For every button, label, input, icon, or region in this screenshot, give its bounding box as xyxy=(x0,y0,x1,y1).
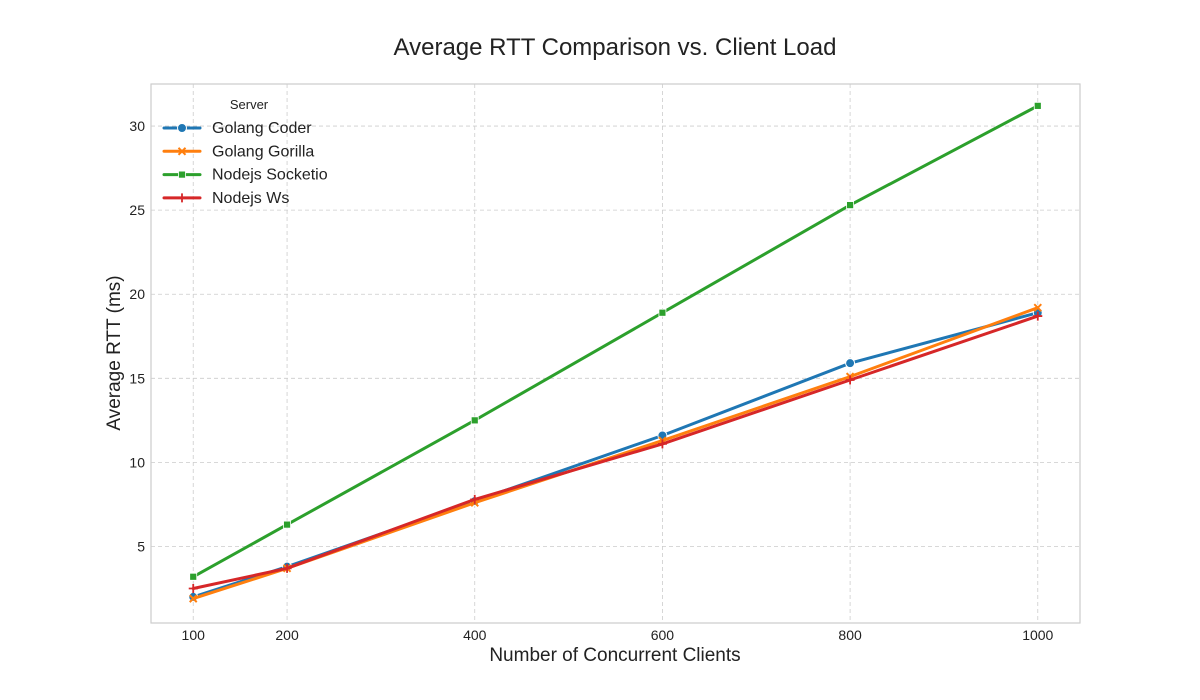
y-axis-ticks: 5 10 15 20 25 30 xyxy=(129,118,145,554)
legend-marker-golang-gorilla xyxy=(177,147,187,156)
data-point-nodejs-socketio xyxy=(1033,101,1042,110)
data-point-nodejs-ws xyxy=(657,439,667,449)
legend-label-golang-coder: Golang Coder xyxy=(212,120,312,137)
data-point-nodejs-socketio xyxy=(283,520,291,529)
legend-item-nodejs-socketio: Nodejs Socketio xyxy=(162,167,328,184)
legend-marker-nodejs-socketio xyxy=(178,170,186,179)
legend-item-nodejs-ws: Nodejs Ws xyxy=(162,190,289,207)
series-line-nodejs-socketio xyxy=(191,104,1040,579)
y-axis-label: Average RTT (ms) xyxy=(104,275,125,430)
data-point-nodejs-socketio xyxy=(846,201,854,209)
series-nodejs-ws xyxy=(188,311,1043,594)
data-point-nodejs-ws xyxy=(282,563,292,573)
x-tick-label: 400 xyxy=(463,627,487,643)
legend-marker-nodejs-ws xyxy=(177,193,187,203)
data-point-nodejs-ws xyxy=(1033,311,1043,321)
legend-title: Server xyxy=(230,97,269,112)
legend-marker-golang-coder xyxy=(177,123,187,133)
x-tick-label: 600 xyxy=(651,627,675,643)
chart-title: Average RTT Comparison vs. Client Load xyxy=(394,34,837,61)
legend-label-golang-gorilla: Golang Gorilla xyxy=(212,143,314,160)
x-tick-label: 800 xyxy=(838,627,862,643)
data-point-golang-gorilla xyxy=(189,594,198,603)
data-point-golang-gorilla xyxy=(1033,303,1042,312)
x-tick-label: 200 xyxy=(275,627,299,643)
x-tick-label: 1000 xyxy=(1022,627,1053,643)
data-point-nodejs-ws xyxy=(188,584,198,594)
legend-item-golang-gorilla: Golang Gorilla xyxy=(162,143,314,160)
y-tick-label: 25 xyxy=(129,202,145,218)
data-point-nodejs-socketio xyxy=(470,416,479,425)
plot-area xyxy=(150,83,1081,624)
x-axis-label: Number of Concurrent Clients xyxy=(489,645,740,666)
x-axis-ticks: 100 200 400 600 800 1000 xyxy=(182,627,1054,643)
y-tick-label: 30 xyxy=(129,118,145,134)
y-tick-label: 10 xyxy=(129,454,145,470)
series-layer xyxy=(188,101,1043,603)
series-nodejs-socketio xyxy=(189,101,1042,581)
x-tick-label: 100 xyxy=(182,627,206,643)
data-point-nodejs-socketio xyxy=(658,308,667,317)
y-tick-label: 15 xyxy=(129,370,145,386)
grid-lines xyxy=(151,84,1080,623)
legend-label-nodejs-ws: Nodejs Ws xyxy=(212,190,289,207)
y-tick-label: 5 xyxy=(137,538,145,554)
data-point-golang-coder xyxy=(845,358,856,369)
data-point-nodejs-socketio xyxy=(189,572,198,581)
data-point-nodejs-ws xyxy=(470,494,480,504)
data-point-nodejs-ws xyxy=(845,375,855,385)
y-tick-label: 20 xyxy=(129,286,145,302)
legend-label-nodejs-socketio: Nodejs Socketio xyxy=(212,167,328,184)
legend: Server Golang Coder Golang Gorilla Nodejs … xyxy=(162,97,328,207)
legend-item-golang-coder: Golang Coder xyxy=(162,120,312,137)
series-line-nodejs-ws xyxy=(191,314,1040,591)
